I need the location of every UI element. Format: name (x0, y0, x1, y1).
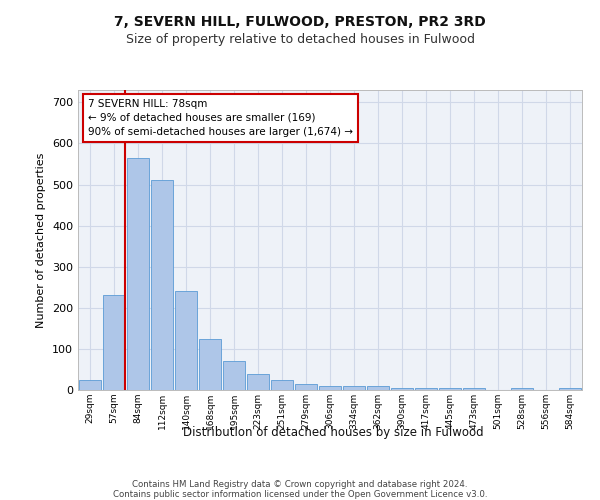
Bar (319, 386, 341, 390)
Bar (175, 292, 197, 390)
Y-axis label: Number of detached properties: Number of detached properties (37, 152, 46, 328)
Text: 7 SEVERN HILL: 78sqm
← 9% of detached houses are smaller (169)
90% of semi-detac: 7 SEVERN HILL: 78sqm ← 9% of detached ho… (88, 99, 353, 137)
Bar (559, 388, 581, 390)
Bar (223, 361, 245, 390)
Text: Contains public sector information licensed under the Open Government Licence v3: Contains public sector information licen… (113, 490, 487, 499)
Bar (343, 386, 365, 390)
Text: Contains HM Land Registry data © Crown copyright and database right 2024.: Contains HM Land Registry data © Crown c… (132, 480, 468, 489)
Bar (103, 296, 125, 390)
Bar (127, 158, 149, 390)
Bar (463, 388, 485, 390)
Bar (367, 386, 389, 390)
Text: Size of property relative to detached houses in Fulwood: Size of property relative to detached ho… (125, 32, 475, 46)
Bar (151, 180, 173, 390)
Bar (511, 388, 533, 390)
Bar (439, 388, 461, 390)
Bar (295, 384, 317, 390)
Bar (391, 388, 413, 390)
Bar (415, 388, 437, 390)
Text: Distribution of detached houses by size in Fulwood: Distribution of detached houses by size … (182, 426, 484, 439)
Bar (79, 380, 101, 390)
Bar (271, 380, 293, 390)
Bar (247, 374, 269, 390)
Text: 7, SEVERN HILL, FULWOOD, PRESTON, PR2 3RD: 7, SEVERN HILL, FULWOOD, PRESTON, PR2 3R… (114, 15, 486, 29)
Bar (199, 338, 221, 390)
